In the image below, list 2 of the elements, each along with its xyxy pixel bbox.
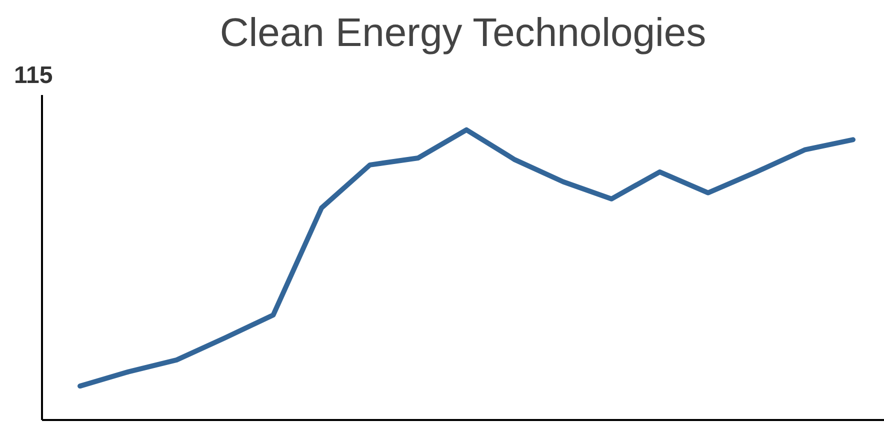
text: 115 [14,62,53,90]
chart-title: Clean Energy Technologies [218,10,708,57]
